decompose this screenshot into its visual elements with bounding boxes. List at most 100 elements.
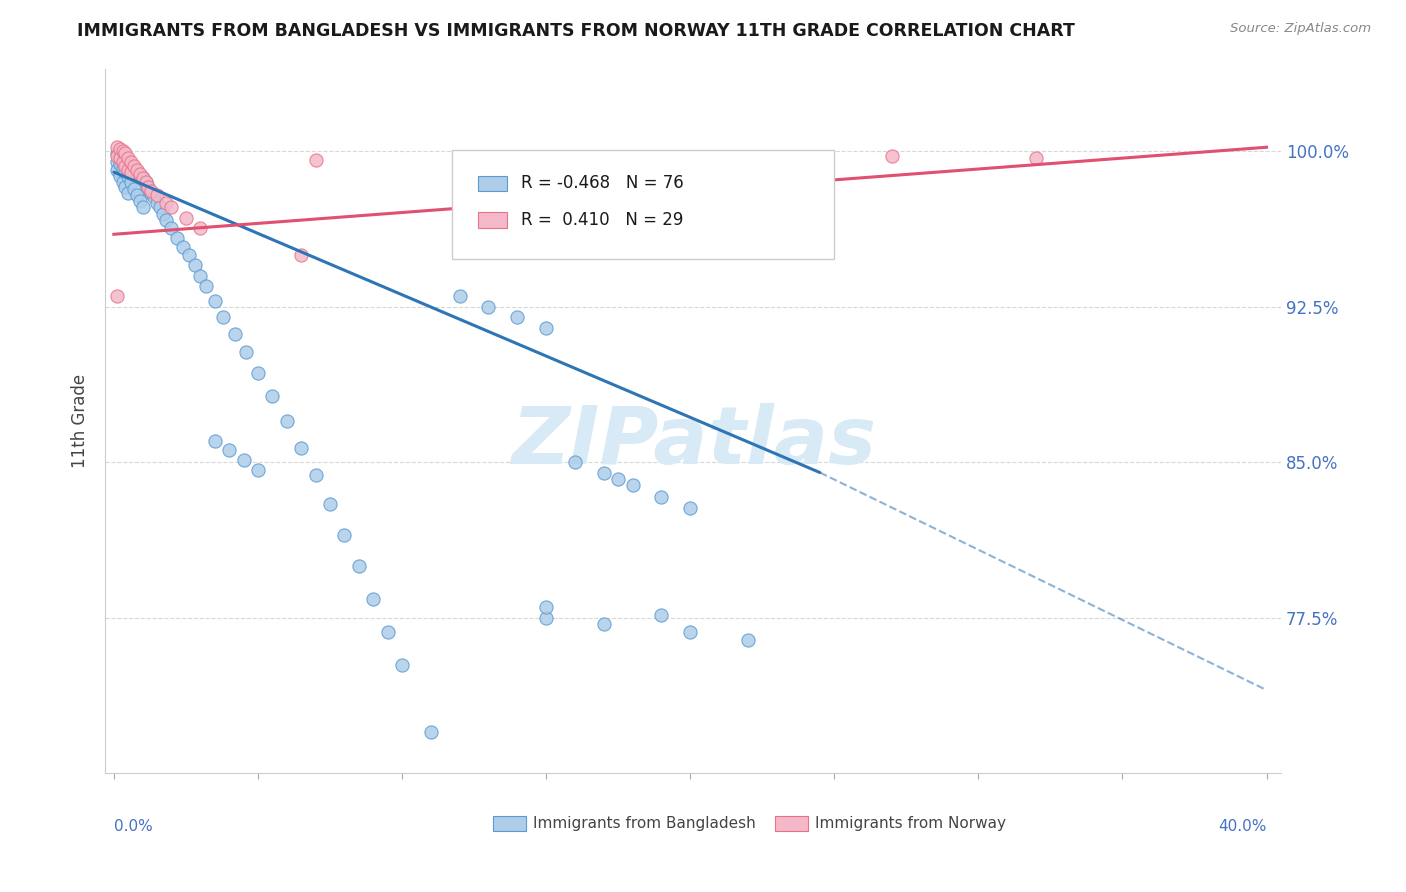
Point bbox=[290, 248, 312, 262]
Point bbox=[235, 345, 257, 359]
Point bbox=[246, 463, 269, 477]
Point bbox=[114, 153, 136, 167]
Y-axis label: 11th Grade: 11th Grade bbox=[72, 374, 89, 467]
Point bbox=[276, 414, 298, 428]
Point bbox=[204, 293, 226, 308]
Point bbox=[177, 248, 200, 262]
Point bbox=[122, 182, 145, 196]
Point bbox=[347, 558, 370, 573]
Point bbox=[650, 491, 672, 505]
Point bbox=[122, 159, 145, 173]
Point bbox=[224, 326, 246, 341]
Point bbox=[166, 231, 188, 245]
FancyBboxPatch shape bbox=[453, 150, 834, 259]
Point bbox=[117, 186, 139, 200]
Point bbox=[117, 154, 139, 169]
Point bbox=[143, 190, 166, 204]
Point bbox=[679, 625, 702, 640]
Point bbox=[737, 633, 759, 648]
Point bbox=[232, 453, 254, 467]
Point bbox=[105, 154, 128, 169]
Point bbox=[131, 200, 153, 214]
Point bbox=[120, 165, 142, 179]
Point bbox=[212, 310, 235, 325]
Point bbox=[188, 268, 211, 283]
Point bbox=[262, 389, 284, 403]
Point bbox=[290, 441, 312, 455]
Point bbox=[125, 188, 148, 202]
Point bbox=[152, 206, 174, 220]
Point bbox=[111, 154, 134, 169]
Point bbox=[477, 300, 499, 314]
Point bbox=[607, 472, 630, 486]
Point bbox=[111, 161, 134, 175]
Point bbox=[204, 434, 226, 449]
Point bbox=[146, 188, 169, 202]
Point bbox=[534, 610, 557, 624]
Point bbox=[141, 184, 163, 198]
Point bbox=[105, 146, 128, 161]
Point bbox=[122, 161, 145, 175]
Point bbox=[534, 600, 557, 615]
Text: 40.0%: 40.0% bbox=[1218, 819, 1267, 833]
Point bbox=[117, 169, 139, 184]
Point bbox=[117, 151, 139, 165]
Point bbox=[246, 366, 269, 380]
Point bbox=[111, 176, 134, 190]
Point bbox=[138, 182, 160, 196]
Point bbox=[160, 200, 183, 214]
Point bbox=[174, 211, 197, 225]
Point bbox=[419, 724, 441, 739]
Point bbox=[120, 159, 142, 173]
Point bbox=[592, 466, 614, 480]
FancyBboxPatch shape bbox=[494, 816, 526, 831]
Point bbox=[108, 142, 131, 156]
Text: IMMIGRANTS FROM BANGLADESH VS IMMIGRANTS FROM NORWAY 11TH GRADE CORRELATION CHAR: IMMIGRANTS FROM BANGLADESH VS IMMIGRANTS… bbox=[77, 22, 1076, 40]
Point bbox=[195, 279, 218, 293]
Text: Source: ZipAtlas.com: Source: ZipAtlas.com bbox=[1230, 22, 1371, 36]
Point bbox=[105, 148, 128, 162]
Point bbox=[105, 140, 128, 154]
Point bbox=[304, 153, 326, 167]
Point bbox=[135, 176, 157, 190]
Point bbox=[149, 200, 172, 214]
Point bbox=[160, 221, 183, 235]
Point bbox=[506, 310, 529, 325]
Text: 0.0%: 0.0% bbox=[114, 819, 153, 833]
Point bbox=[155, 212, 177, 227]
Point bbox=[621, 478, 644, 492]
Point bbox=[125, 163, 148, 178]
Point bbox=[880, 148, 903, 162]
Point bbox=[449, 289, 471, 303]
Point bbox=[304, 467, 326, 482]
Point bbox=[377, 625, 399, 640]
FancyBboxPatch shape bbox=[478, 212, 508, 227]
Point bbox=[361, 591, 384, 606]
Point bbox=[141, 186, 163, 200]
Point bbox=[114, 159, 136, 173]
Point bbox=[218, 442, 240, 457]
Text: R = -0.468   N = 76: R = -0.468 N = 76 bbox=[522, 174, 685, 193]
Point bbox=[108, 151, 131, 165]
Point bbox=[146, 196, 169, 211]
Point bbox=[592, 616, 614, 631]
Point bbox=[128, 194, 150, 208]
Point bbox=[1025, 151, 1047, 165]
Point bbox=[105, 163, 128, 178]
Text: Immigrants from Bangladesh: Immigrants from Bangladesh bbox=[533, 816, 756, 831]
Point bbox=[120, 154, 142, 169]
FancyBboxPatch shape bbox=[775, 816, 808, 831]
Point bbox=[108, 169, 131, 184]
Point bbox=[128, 169, 150, 184]
Point bbox=[111, 151, 134, 165]
Point bbox=[135, 176, 157, 190]
Point bbox=[117, 163, 139, 178]
Point bbox=[650, 608, 672, 623]
Point bbox=[155, 196, 177, 211]
Point bbox=[105, 289, 128, 303]
Point bbox=[138, 179, 160, 194]
Point bbox=[131, 171, 153, 186]
Point bbox=[125, 165, 148, 179]
FancyBboxPatch shape bbox=[478, 176, 508, 191]
Point bbox=[333, 527, 356, 541]
